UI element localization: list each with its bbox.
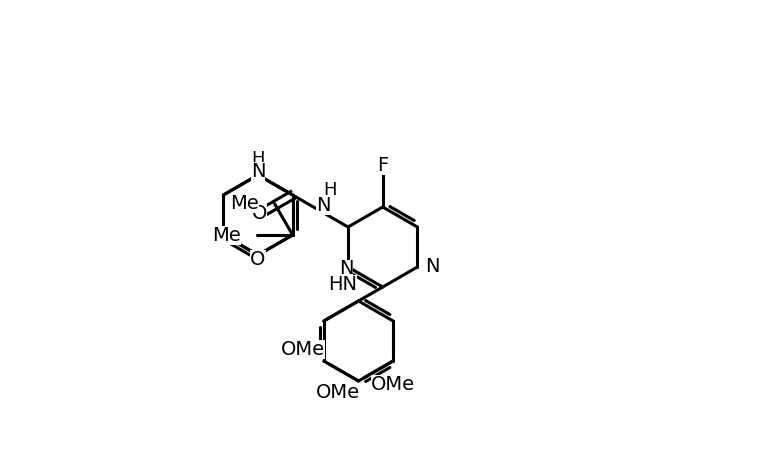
Text: Me: Me [230, 194, 258, 213]
Text: H: H [252, 150, 265, 168]
Text: O: O [252, 203, 267, 222]
Text: N: N [426, 257, 439, 277]
Text: N: N [251, 161, 265, 181]
Text: N: N [251, 164, 265, 183]
Text: N: N [316, 196, 331, 215]
Text: OMe: OMe [315, 384, 360, 403]
Text: OMe: OMe [281, 340, 325, 359]
Text: F: F [377, 156, 388, 175]
Text: Me: Me [212, 226, 241, 245]
Text: N: N [339, 260, 354, 279]
Text: HN: HN [328, 275, 357, 295]
Text: H: H [324, 181, 337, 199]
Text: OMe: OMe [371, 376, 415, 394]
Text: O: O [250, 249, 265, 269]
